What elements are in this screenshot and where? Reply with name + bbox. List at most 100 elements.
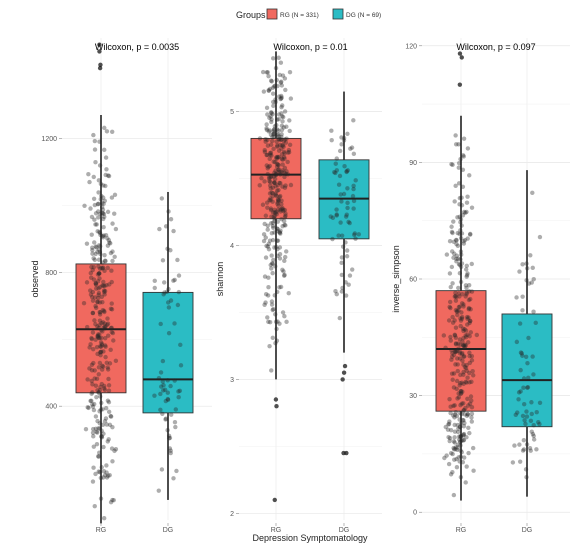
data-point (459, 203, 465, 208)
data-point (92, 257, 98, 263)
data-point (102, 253, 107, 258)
data-point (267, 151, 273, 156)
data-point (530, 354, 535, 359)
data-point (456, 285, 461, 291)
data-point (467, 320, 472, 326)
data-point (97, 266, 103, 271)
data-point (90, 390, 95, 395)
data-point (524, 442, 530, 447)
data-point (172, 378, 177, 383)
data-point (279, 146, 284, 151)
data-point (97, 335, 102, 341)
data-point (175, 302, 181, 308)
data-point (281, 273, 287, 278)
x-axis-title: Depression Symptomatology (252, 533, 368, 543)
data-point (100, 299, 105, 305)
data-point (461, 304, 466, 309)
data-point (274, 164, 280, 169)
data-point (98, 496, 104, 501)
data-point (282, 207, 288, 213)
data-point (272, 170, 277, 176)
data-point (264, 163, 269, 168)
data-point (454, 259, 459, 264)
data-point (348, 146, 353, 151)
data-point (281, 144, 286, 149)
data-point (274, 209, 279, 215)
data-point (95, 324, 100, 329)
data-point (266, 129, 271, 134)
data-point (462, 237, 468, 243)
data-point (537, 421, 542, 427)
data-point (453, 142, 459, 147)
data-point (448, 450, 454, 456)
data-point (90, 298, 96, 303)
box-dg (142, 191, 194, 500)
data-point (329, 137, 334, 143)
data-point (105, 365, 110, 370)
data-point (517, 442, 522, 447)
data-point (93, 281, 99, 286)
data-point (280, 184, 285, 189)
data-point (261, 232, 267, 237)
data-point (100, 363, 105, 369)
data-point (525, 360, 530, 366)
data-point (457, 383, 462, 388)
data-point (99, 294, 105, 300)
data-point (447, 396, 452, 402)
data-point (94, 394, 99, 400)
data-point (100, 235, 106, 240)
data-point (100, 207, 106, 212)
data-point (343, 293, 349, 298)
data-point (264, 70, 270, 75)
data-point (280, 114, 286, 120)
data-point (270, 237, 276, 243)
data-point (100, 211, 105, 216)
data-point (462, 327, 467, 332)
data-point (274, 238, 280, 243)
data-point (516, 390, 522, 395)
data-point (458, 448, 463, 453)
data-point (458, 434, 463, 439)
data-point (98, 475, 104, 481)
data-point (352, 231, 358, 236)
data-point (466, 297, 472, 303)
data-point (161, 383, 166, 388)
data-point (288, 182, 294, 188)
data-point (92, 376, 97, 381)
data-point (273, 184, 278, 189)
data-point (86, 171, 91, 177)
data-point (100, 265, 106, 270)
data-point (283, 213, 288, 218)
data-point (90, 247, 95, 253)
data-point (265, 171, 270, 177)
data-point (453, 293, 458, 299)
data-point (279, 206, 284, 212)
data-point (103, 258, 108, 264)
data-point (164, 289, 170, 295)
data-point (260, 202, 266, 207)
data-point (458, 439, 463, 444)
data-point (97, 249, 103, 255)
data-point (279, 152, 285, 157)
data-point (271, 103, 276, 109)
data-point (450, 351, 455, 356)
data-point (99, 367, 105, 372)
data-point (276, 187, 281, 193)
data-point (456, 181, 462, 186)
data-point (456, 291, 462, 296)
data-point (448, 472, 454, 477)
data-point (518, 389, 523, 394)
data-point (100, 195, 106, 200)
data-point (461, 431, 467, 437)
data-point (176, 289, 182, 295)
outlier-point (340, 377, 345, 382)
data-point (97, 409, 102, 414)
data-point (99, 428, 104, 433)
data-point (277, 321, 282, 326)
data-point (268, 262, 273, 268)
data-point (448, 334, 453, 340)
data-point (88, 288, 93, 293)
data-point (92, 503, 97, 509)
data-point (105, 321, 111, 326)
data-point (467, 232, 473, 237)
